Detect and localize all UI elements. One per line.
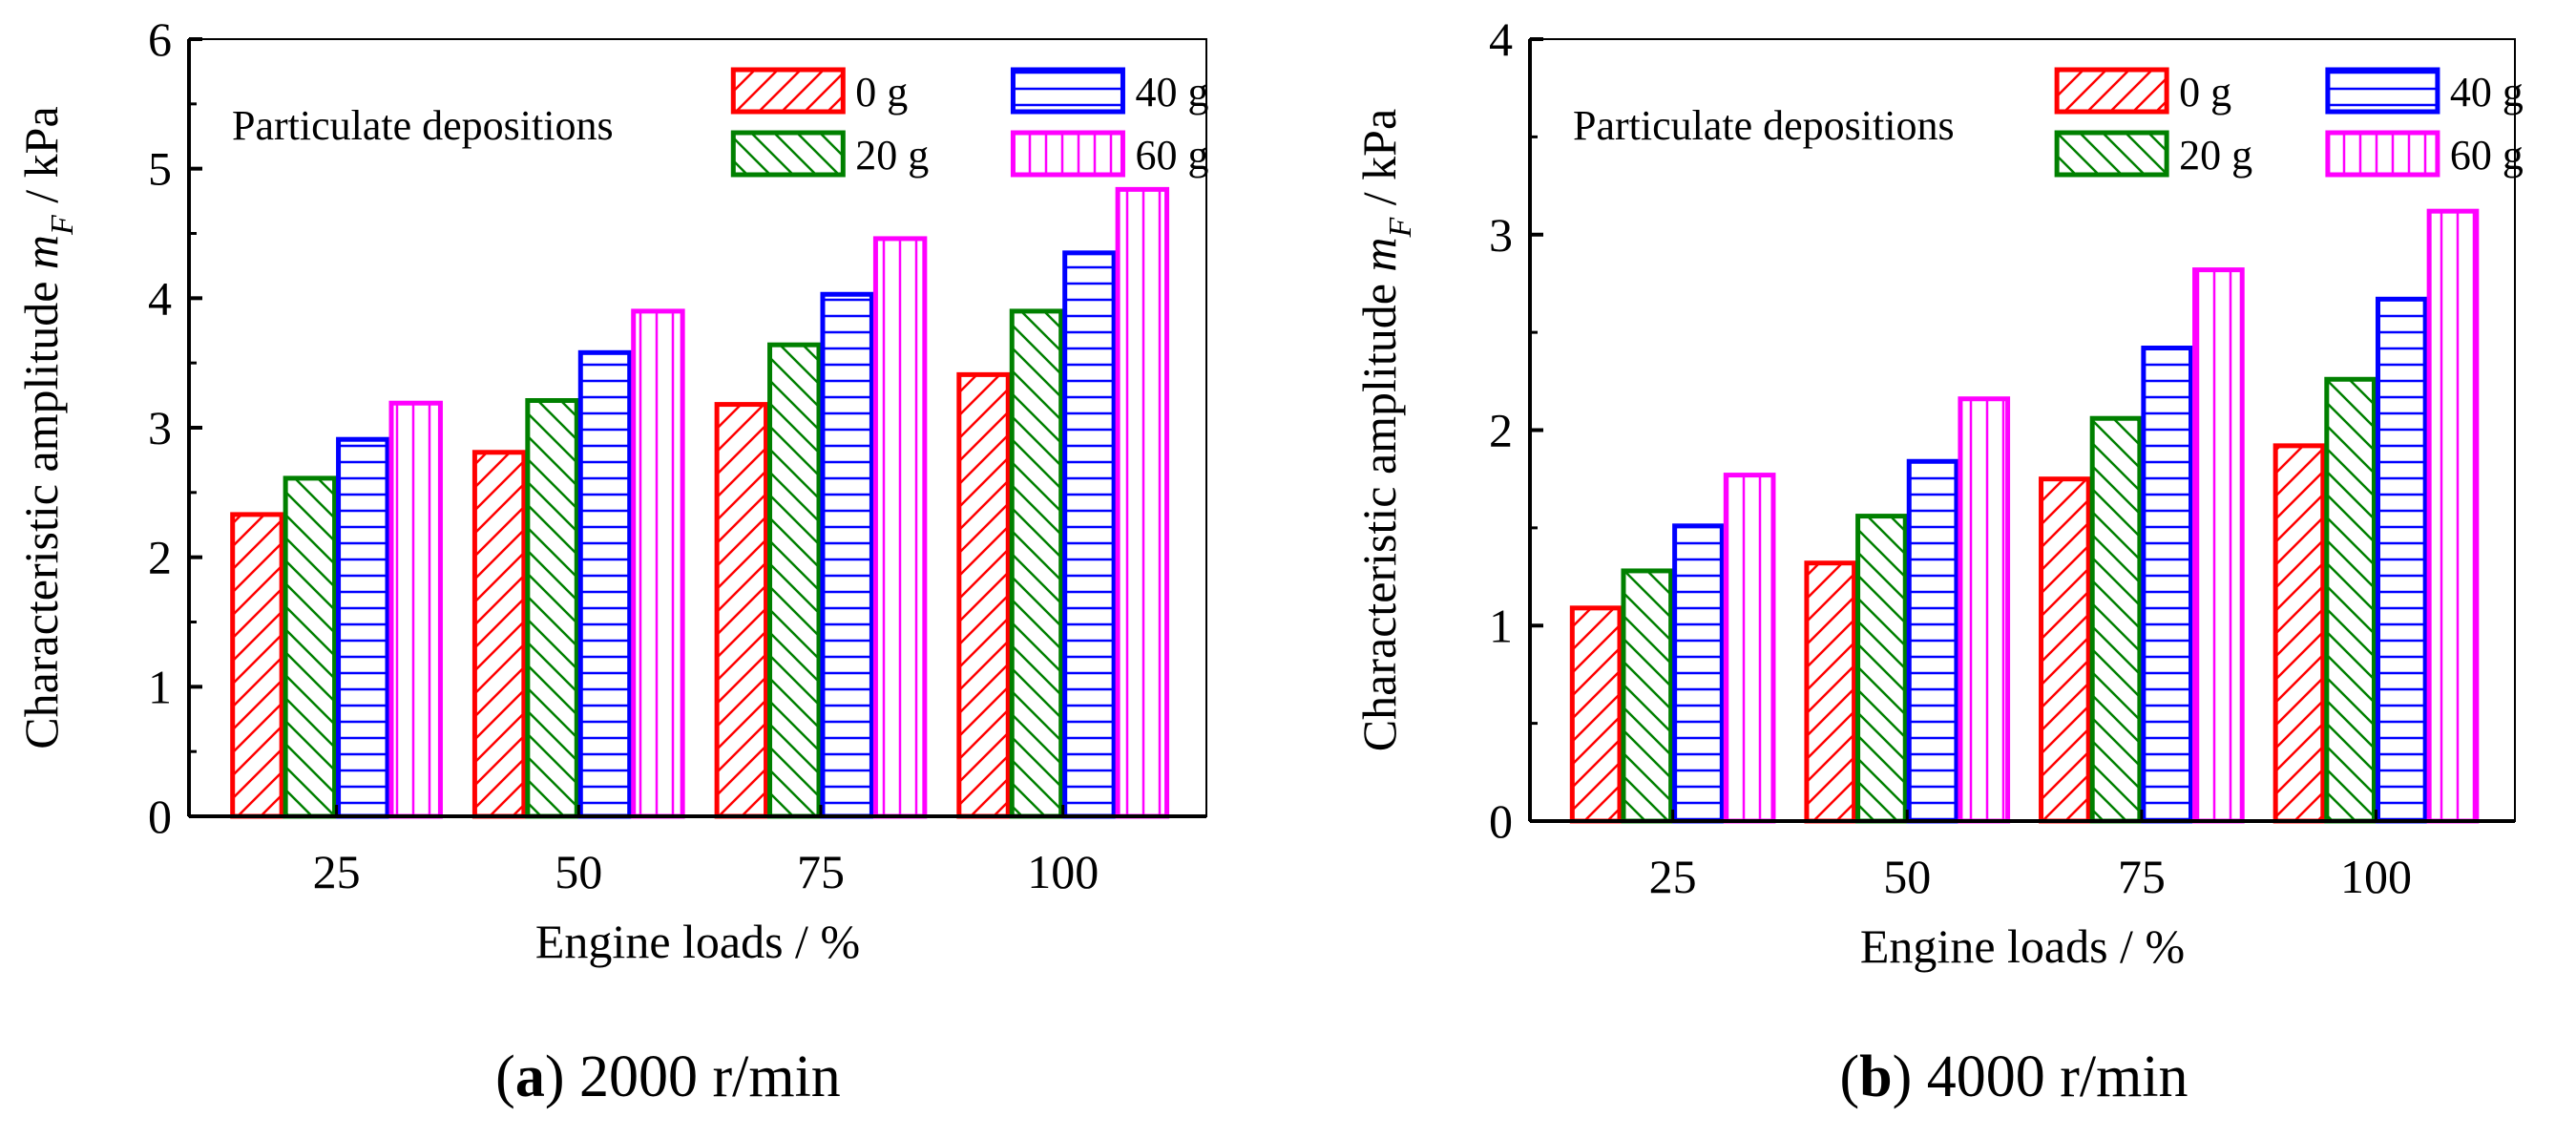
legend-label: 20 g [2179,132,2252,179]
panel-caption: (b) 4000 r/min [1839,1044,2188,1109]
bar-0g-50 [471,450,527,819]
bar-20g-100 [2324,376,2377,824]
bar-60g-50 [631,308,685,819]
y-tick-label: 0 [148,790,172,843]
bar-20g-25 [283,475,338,819]
y-tick-label: 5 [148,142,172,196]
legend-swatch-60g [2325,130,2440,178]
bar-20g-100 [1009,308,1064,819]
x-tick-label: 25 [313,845,361,898]
bar-60g-100 [1115,186,1170,819]
x-axis-label: Engine loads / % [1860,919,2185,973]
legend-label: 40 g [2450,69,2524,116]
legend-swatch-20g [730,130,846,178]
legend-swatch-0g [730,67,846,115]
y-tick-label: 1 [148,660,172,713]
bar-0g-25 [1569,605,1623,824]
legend-label: 20 g [855,132,929,179]
chart-panel-a: 25 50 75 100 0 1 2 3 4 5 6 Characteristic amplitude… [14,12,1208,1109]
chart-panel-b: 25 50 75 100 0 1 2 3 4 Characteristic amplitude m… [1352,12,2524,1109]
bar-60g-100 [2426,208,2480,824]
legend-label: 60 g [1135,132,1208,179]
legend-swatch-0g [2054,67,2169,115]
bar-40g-75 [2141,346,2194,824]
bar-60g-25 [1723,473,1776,824]
bar-40g-25 [1672,523,1725,824]
legend-label: 60 g [2450,132,2524,179]
bar-40g-25 [336,436,390,819]
legend-label: 0 g [2179,69,2231,116]
legend-swatch-60g [1010,130,1125,178]
x-tick-label: 100 [1027,845,1099,898]
y-axis-label: Characteristic amplitude mF / kPa [1352,109,1418,751]
legend-swatch-20g [2054,130,2169,178]
bar-40g-100 [2375,296,2428,824]
x-tick-label: 75 [797,845,845,898]
bar-0g-25 [230,512,284,819]
bar-60g-75 [872,236,928,819]
bar-20g-75 [767,342,822,819]
legend-title: Particulate depositions [232,102,614,149]
bar-40g-50 [1906,458,1959,824]
y-tick-label: 2 [148,531,172,584]
legend-label: 0 g [855,69,908,116]
y-tick-label: 4 [148,271,172,325]
x-tick-label: 50 [1883,850,1931,903]
bar-40g-75 [820,291,874,819]
bar-20g-50 [525,398,579,819]
bar-60g-75 [2192,267,2245,824]
bar-0g-75 [714,402,769,819]
legend-swatch-40g [1010,67,1125,115]
bar-40g-100 [1062,250,1117,819]
x-tick-label: 25 [1649,850,1697,903]
bar-60g-50 [1958,396,2011,824]
x-axis-label: Engine loads / % [535,915,860,968]
legend-swatch-40g [2325,67,2440,115]
y-axis-label: Characteristic amplitude mF / kPa [14,106,80,749]
bar-0g-50 [1804,560,1857,824]
y-tick-label: 3 [1489,208,1513,262]
legend-label: 40 g [1135,69,1208,116]
bar-0g-100 [956,371,1011,819]
bar-20g-50 [1855,514,1908,824]
panel-caption: (a) 2000 r/min [495,1044,841,1109]
y-tick-label: 3 [148,401,172,454]
x-tick-label: 100 [2340,850,2412,903]
legend-title: Particulate depositions [1573,102,1955,149]
y-tick-label: 0 [1489,794,1513,848]
y-tick-label: 6 [148,12,172,66]
bar-60g-25 [388,400,443,819]
bar-20g-25 [1621,568,1674,824]
bar-20g-75 [2089,415,2143,824]
y-tick-label: 2 [1489,404,1513,457]
y-tick-label: 4 [1489,12,1513,66]
bar-40g-50 [577,349,633,819]
bar-0g-100 [2272,443,2326,824]
bar-0g-75 [2039,476,2091,824]
y-tick-label: 1 [1489,599,1513,652]
x-tick-label: 75 [2118,850,2166,903]
x-tick-label: 50 [555,845,602,898]
